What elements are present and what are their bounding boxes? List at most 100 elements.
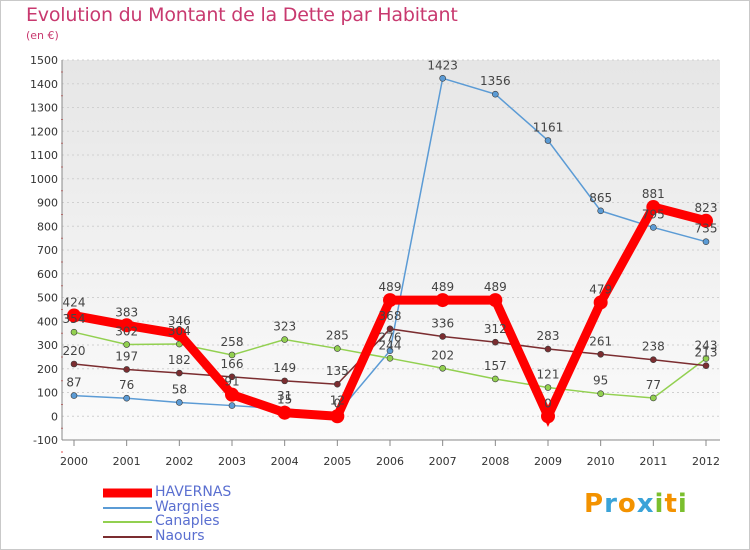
data-label: 0 [334, 396, 342, 410]
logo-letter: o [617, 489, 637, 519]
data-point [281, 377, 288, 385]
data-point [228, 373, 236, 381]
data-label: 424 [63, 296, 86, 310]
x-tick-label: 2010 [587, 455, 615, 468]
data-point [593, 295, 608, 310]
y-tick-label: 1000 [30, 173, 58, 186]
data-label: 135 [326, 364, 349, 378]
data-point [334, 345, 341, 352]
data-point [544, 345, 552, 353]
x-tick-label: 2012 [692, 455, 720, 468]
x-tick-label: 2001 [113, 455, 141, 468]
proxiti-logo: Proxiti [584, 489, 688, 519]
data-point [646, 200, 661, 215]
logo-letter: x [636, 489, 655, 519]
y-tick-label: 900 [37, 197, 58, 210]
y-tick-label: 0 [51, 410, 58, 423]
y-tick-label: 1500 [30, 54, 58, 67]
data-point [650, 224, 657, 231]
data-point [544, 384, 552, 391]
logo-letter: t [664, 489, 678, 519]
y-tick-label: 400 [37, 315, 58, 328]
y-tick-label: 800 [37, 220, 58, 233]
data-point [70, 360, 78, 368]
data-label: 336 [431, 316, 454, 330]
data-label: 87 [66, 376, 81, 390]
data-label: 735 [695, 222, 718, 236]
data-point [70, 328, 78, 336]
data-label: 166 [221, 357, 244, 371]
x-tick-label: 2005 [323, 455, 351, 468]
legend-label: Canaples [155, 513, 220, 529]
data-point [277, 405, 292, 420]
y-tick-label: 200 [37, 363, 58, 376]
logo-letter: r [604, 489, 618, 519]
plot-area [62, 60, 720, 440]
data-label: 795 [642, 207, 665, 221]
legend-label: Wargnies [155, 499, 220, 515]
data-label: 261 [589, 334, 612, 348]
data-label: 354 [63, 312, 86, 326]
data-label: 489 [379, 280, 402, 294]
data-label: 276 [379, 331, 402, 345]
data-point [597, 390, 604, 397]
data-label: 285 [326, 329, 349, 343]
data-label: 881 [642, 187, 665, 201]
data-label: 1423 [427, 58, 458, 72]
x-tick-label: 2002 [165, 455, 193, 468]
data-point [386, 354, 394, 362]
data-point [492, 375, 499, 383]
data-label: 823 [695, 201, 718, 215]
data-label: 77 [646, 378, 661, 392]
chart-subtitle: (en €) [26, 29, 59, 42]
data-point [172, 327, 187, 342]
data-point [702, 238, 710, 245]
data-point [176, 369, 183, 377]
data-point [123, 394, 130, 402]
x-tick-label: 2007 [429, 455, 457, 468]
data-point [650, 356, 657, 364]
data-label: 220 [63, 344, 86, 358]
data-point [225, 387, 239, 402]
data-label: 346 [168, 314, 191, 328]
data-label: 302 [115, 325, 138, 339]
data-label: 31 [277, 389, 292, 403]
x-tick-label: 2000 [60, 455, 88, 468]
data-point [334, 380, 341, 388]
x-tick-label: 2009 [534, 455, 562, 468]
data-point [70, 392, 78, 399]
y-tick-label: 700 [37, 244, 58, 257]
legend-label: Naours [155, 528, 205, 544]
data-label: 91 [224, 375, 239, 389]
data-label: 76 [119, 378, 134, 392]
data-point [488, 293, 503, 308]
data-label: 95 [593, 374, 608, 388]
data-point [228, 402, 236, 409]
data-label: 244 [379, 338, 402, 352]
legend-label: HAVERNAS [155, 484, 232, 500]
data-label: 182 [168, 353, 191, 367]
data-label: 1356 [480, 74, 511, 88]
data-label: 368 [379, 309, 402, 323]
data-label: 489 [431, 280, 454, 294]
data-point [176, 399, 183, 406]
data-point [597, 207, 604, 215]
data-point [702, 355, 710, 362]
y-tick-label: -100 [33, 434, 58, 447]
y-tick-label: 1300 [30, 102, 58, 115]
data-point [67, 308, 81, 323]
data-label: 238 [642, 340, 665, 354]
data-point [123, 341, 130, 348]
data-label: 15 [277, 393, 292, 407]
data-label: 243 [695, 339, 718, 353]
x-tick-label: 2003 [218, 455, 246, 468]
data-point [439, 333, 446, 340]
x-tick-label: 2008 [481, 455, 509, 468]
data-point [699, 213, 713, 228]
y-tick-label: 1200 [30, 125, 58, 138]
data-point [702, 362, 710, 369]
y-tick-label: 100 [37, 387, 58, 400]
data-label: 149 [273, 361, 296, 375]
data-point [435, 293, 450, 308]
